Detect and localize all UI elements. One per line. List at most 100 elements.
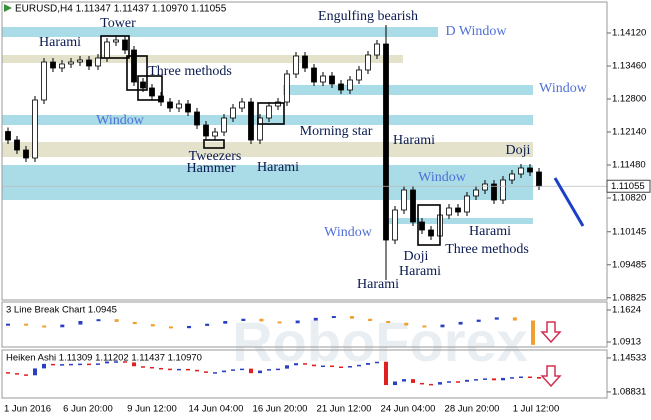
x-tick-label: 21 Jun 12:00 (317, 404, 372, 415)
heiken-ashi-candle (15, 373, 19, 375)
x-tick-label: 16 Jun 20:00 (253, 404, 308, 415)
candle-body (374, 43, 380, 56)
pattern-label: Three methods (445, 242, 529, 257)
heiken-ashi-candle (114, 361, 118, 363)
line-break-block (42, 325, 47, 328)
candle-body (383, 43, 389, 241)
heiken-ashi-candle (411, 379, 415, 383)
line-break-block (168, 326, 173, 329)
heiken-ashi-candle (249, 368, 253, 374)
price-zone (2, 55, 403, 63)
candle-body (104, 41, 110, 59)
candle-body (41, 61, 47, 101)
candle-body (428, 229, 434, 237)
line-break-block (295, 320, 300, 324)
heiken-ashi-candle (366, 363, 370, 365)
heiken-ashi-candle (276, 368, 280, 371)
watermark: RoboForex (232, 310, 528, 373)
y-tick-label: 1.09485 (612, 259, 646, 270)
x-tick-label: 28 Jun 20:00 (445, 404, 500, 415)
candle-body (113, 39, 119, 43)
candle-body (455, 207, 461, 213)
heiken-ashi-candle (186, 368, 190, 371)
heiken-ashi-candle (6, 372, 10, 374)
pattern-label: Window (418, 170, 467, 185)
heiken-ashi-candle (321, 365, 325, 368)
pattern-label: Harami (393, 133, 435, 148)
heiken-ashi-candle (420, 382, 424, 385)
candle-body (239, 101, 245, 109)
forecast-arrow (553, 177, 585, 227)
heiken-ashi-candle (177, 368, 181, 371)
candle-body (257, 117, 263, 141)
pattern-box (203, 139, 225, 149)
pattern-label: Harami (39, 35, 81, 50)
candle-body (68, 61, 74, 65)
candle-body (536, 171, 542, 187)
pattern-label: Harami (399, 264, 441, 279)
heiken-ashi-candle (195, 369, 199, 372)
pattern-label: Morning star (300, 124, 373, 139)
y-tick-label: 1.10145 (612, 226, 646, 237)
pattern-box (100, 35, 130, 59)
pattern-label: Harami (357, 277, 399, 292)
y-tick-label: 1.14120 (612, 28, 646, 39)
chart-header: EURUSD,H4 1.11347 1.11437 1.10970 1.1105… (15, 4, 227, 15)
line-break-block (349, 316, 354, 319)
x-tick-label: 14 Jun 04:00 (189, 404, 244, 415)
candle-body (311, 67, 317, 83)
price-zone (283, 85, 533, 95)
candle-body (212, 131, 218, 137)
line-break-block (512, 317, 517, 321)
pattern-label: Harami (469, 224, 511, 239)
heiken-ashi-candle (150, 366, 154, 369)
line-break-block (404, 322, 409, 326)
heiken-ashi-candle (519, 376, 523, 379)
heiken-ashi-candle (69, 363, 73, 366)
candle-body (230, 107, 236, 119)
line-break-block (187, 325, 192, 329)
y-tick-label: 1.10820 (612, 193, 646, 204)
price-zone (2, 27, 438, 37)
heiken-ashi-candle (384, 361, 388, 386)
candle-body (365, 54, 371, 71)
line-break-block (313, 317, 318, 321)
heiken-ashi-candle (483, 378, 487, 380)
pattern-label: Hammer (187, 161, 236, 176)
candle-body (329, 75, 335, 85)
candle-body (275, 101, 281, 107)
candle-body (464, 195, 470, 213)
pattern-label: Window (324, 225, 373, 240)
line-break-block (368, 318, 373, 321)
candle-body (338, 83, 344, 91)
line-break-block (150, 324, 155, 327)
heiken-ashi-candle (402, 379, 406, 382)
candle-body (482, 183, 488, 191)
line-break-block (476, 319, 481, 322)
heiken-ashi-candle (105, 361, 109, 364)
price-tag (606, 179, 651, 193)
y-tick-label: 1.08831 (612, 386, 646, 397)
heiken-ashi-candle (213, 372, 217, 374)
pattern-label: D Window (445, 24, 507, 39)
heiken-ashi-panel (1, 349, 608, 399)
candle-body (221, 117, 227, 133)
pattern-label: Harami (257, 160, 299, 175)
heiken-ashi-candle (537, 376, 541, 379)
line-break-block (458, 321, 463, 325)
down-arrow (540, 321, 562, 344)
heiken-ashi-candle (60, 364, 64, 366)
line-break-block (60, 324, 65, 328)
x-tick-label: 9 Jun 12:00 (127, 404, 177, 415)
line-break-block (223, 320, 228, 324)
main-panel (1, 1, 608, 301)
line-break-block (96, 319, 101, 322)
candle-body (122, 39, 128, 51)
line-break-block (440, 324, 445, 328)
candle-body (176, 103, 182, 109)
heiken-ashi-candle (168, 368, 172, 371)
candle-body (518, 167, 524, 175)
line-break-block (331, 316, 336, 319)
candle-body (320, 75, 326, 83)
candle-body (194, 111, 200, 126)
